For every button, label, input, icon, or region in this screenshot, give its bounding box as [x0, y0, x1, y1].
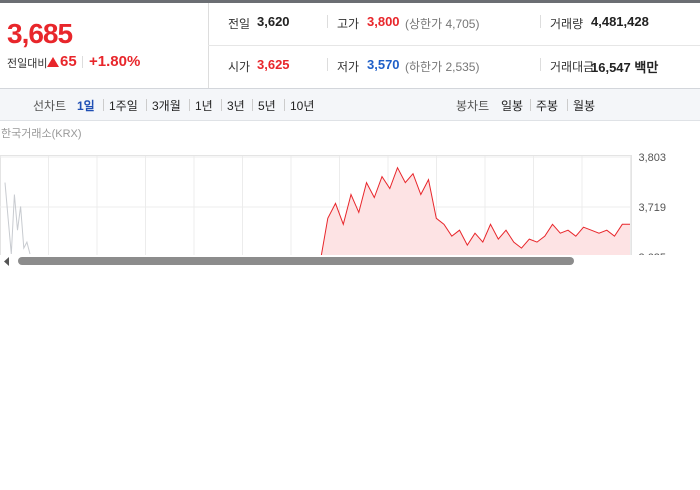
stat-label: 고가: [337, 17, 360, 31]
divider: [146, 99, 147, 111]
stat-label: 전일: [228, 17, 251, 31]
divider: [327, 15, 328, 28]
stat-label: 거래대금: [550, 60, 595, 74]
tab-label: 봉차트: [456, 99, 490, 113]
period-tab[interactable]: 3개월: [152, 99, 181, 113]
divider: [252, 99, 253, 111]
candle-tab[interactable]: 월봉: [573, 99, 596, 113]
stat-value: 16,547 백만: [591, 60, 659, 75]
scrollbar[interactable]: [0, 255, 700, 268]
plot-frame: [0, 155, 632, 258]
divider: [208, 45, 700, 46]
period-tab[interactable]: 5년: [258, 99, 276, 113]
tab-bar: [0, 88, 700, 121]
stat-label: 시가: [228, 60, 251, 74]
stat-label: 저가: [337, 60, 360, 74]
divider: [540, 15, 541, 28]
price: 3,685: [7, 18, 73, 49]
divider: [103, 99, 104, 111]
divider: [284, 99, 285, 111]
divider: [189, 99, 190, 111]
line: [320, 166, 630, 258]
period-tab[interactable]: 1년: [195, 99, 213, 113]
y-tick-label: 3,803: [638, 152, 666, 164]
chart-source: 한국거래소(KRX): [1, 127, 82, 140]
change: 65: [60, 53, 77, 70]
stat-value: 3,800: [367, 14, 400, 29]
candle-tab[interactable]: 일봉: [501, 99, 524, 113]
stat-value: 3,570: [367, 57, 400, 72]
divider: [540, 58, 541, 71]
change-label: 전일대비: [7, 58, 48, 70]
period-tab[interactable]: 1주일: [109, 99, 138, 113]
divider: [221, 99, 222, 111]
divider: [327, 58, 328, 71]
line: [4, 182, 31, 255]
stat-value: 3,625: [257, 57, 290, 72]
divider: [82, 56, 83, 68]
period-tab[interactable]: 10년: [290, 99, 315, 113]
area: [320, 167, 630, 258]
stat-label: 거래량: [550, 17, 584, 31]
stat-note: (하한가 2,535): [405, 60, 480, 74]
change-rate: +1.80%: [89, 53, 141, 70]
divider: [530, 99, 531, 111]
y-tick-label: 3,719: [638, 202, 666, 214]
top-border: [0, 0, 700, 3]
divider: [567, 99, 568, 111]
stat-note: (상한가 4,705): [405, 17, 480, 31]
period-tab[interactable]: 3년: [227, 99, 245, 113]
candle-tab[interactable]: 주봉: [536, 99, 559, 113]
stat-value: 3,620: [257, 14, 290, 29]
period-tab[interactable]: 1일: [77, 99, 95, 113]
tab-label: 선차트: [33, 99, 67, 113]
stat-value: 4,481,428: [591, 14, 649, 29]
up-icon: [47, 57, 59, 67]
